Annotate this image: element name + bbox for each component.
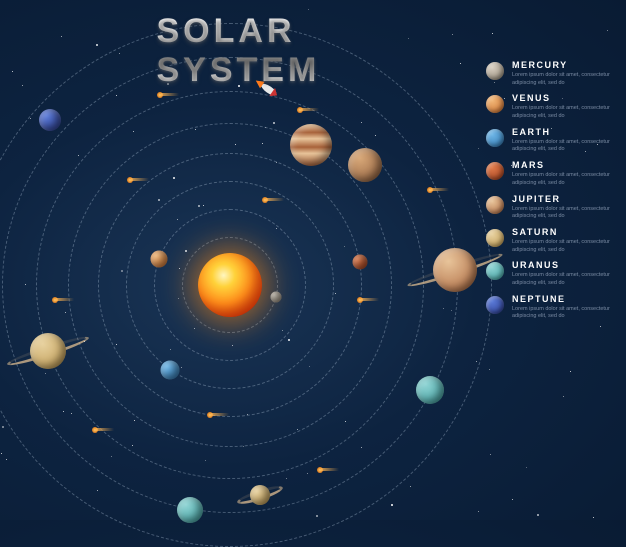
star: [563, 396, 564, 397]
planet-jupiter: [290, 124, 332, 166]
star: [489, 369, 490, 370]
body-extra-1: [433, 248, 477, 292]
star: [173, 177, 175, 179]
legend-desc: Lorem ipsum dolor sit amet, consectetur …: [512, 105, 614, 120]
star: [492, 33, 493, 34]
body-extra-3: [39, 109, 61, 131]
star: [309, 366, 310, 367]
star: [607, 30, 608, 31]
star: [276, 228, 277, 229]
legend-desc: Lorem ipsum dolor sit amet, consectetur …: [512, 272, 614, 287]
legend-name: MERCURY: [512, 60, 614, 70]
comet-9: [262, 197, 268, 203]
comet-5: [157, 92, 163, 98]
legend-swatch: [486, 296, 504, 314]
legend-swatch: [486, 129, 504, 147]
legend-item-earth: EARTH Lorem ipsum dolor sit amet, consect…: [486, 127, 614, 154]
body-extra-0: [348, 148, 382, 182]
star: [410, 486, 411, 487]
legend-desc: Lorem ipsum dolor sit amet, consectetur …: [512, 72, 614, 87]
legend-name: MARS: [512, 160, 614, 170]
star: [133, 131, 134, 132]
star: [526, 467, 527, 468]
legend-item-mercury: MERCURY Lorem ipsum dolor sit amet, conse…: [486, 60, 614, 87]
legend-item-mars: MARS Lorem ipsum dolor sit amet, consecte…: [486, 160, 614, 187]
body-extra-4: [250, 485, 270, 505]
legend-item-jupiter: JUPITER Lorem ipsum dolor sit amet, conse…: [486, 194, 614, 221]
page-title: SOLAR SYSTEM: [157, 12, 470, 90]
planet-mars: [352, 255, 367, 270]
legend-name: VENUS: [512, 93, 614, 103]
legend-desc: Lorem ipsum dolor sit amet, consectetur …: [512, 306, 614, 321]
legend-name: JUPITER: [512, 194, 614, 204]
star: [134, 420, 135, 421]
legend-desc: Lorem ipsum dolor sit amet, consectetur …: [512, 206, 614, 221]
legend-desc: Lorem ipsum dolor sit amet, consectetur …: [512, 239, 614, 254]
legend-swatch: [486, 229, 504, 247]
star: [198, 205, 200, 207]
comet-4: [357, 297, 363, 303]
planet-saturn: [30, 333, 66, 369]
star: [570, 371, 571, 372]
star: [288, 339, 290, 341]
star: [22, 85, 23, 86]
planet-legend: MERCURY Lorem ipsum dolor sit amet, conse…: [486, 60, 614, 321]
star: [490, 454, 491, 455]
planet-earth: [161, 361, 180, 380]
star: [478, 148, 479, 149]
planet-mercury: [271, 292, 282, 303]
star: [265, 127, 266, 128]
star: [71, 413, 72, 414]
legend-item-venus: VENUS Lorem ipsum dolor sit amet, consect…: [486, 93, 614, 120]
star: [243, 446, 244, 447]
star: [132, 445, 133, 446]
legend-name: URANUS: [512, 260, 614, 270]
legend-swatch: [486, 196, 504, 214]
star: [476, 361, 477, 362]
sun: [198, 253, 262, 317]
star: [600, 326, 601, 327]
star: [203, 205, 204, 206]
legend-swatch: [486, 262, 504, 280]
star: [593, 517, 594, 518]
legend-swatch: [486, 162, 504, 180]
legend-desc: Lorem ipsum dolor sit amet, consectetur …: [512, 139, 614, 154]
legend-name: NEPTUNE: [512, 294, 614, 304]
planet-uranus: [177, 497, 203, 523]
comet-2: [207, 412, 213, 418]
legend-item-saturn: SATURN Lorem ipsum dolor sit amet, consec…: [486, 227, 614, 254]
legend-item-uranus: URANUS Lorem ipsum dolor sit amet, consec…: [486, 260, 614, 287]
legend-swatch: [486, 62, 504, 80]
star: [235, 144, 236, 145]
star: [63, 411, 64, 412]
legend-swatch: [486, 95, 504, 113]
planet-venus: [150, 251, 167, 268]
comet-3: [92, 427, 98, 433]
star: [78, 155, 79, 156]
legend-item-neptune: NEPTUNE Lorem ipsum dolor sit amet, conse…: [486, 294, 614, 321]
star: [504, 98, 505, 99]
star: [361, 122, 362, 123]
star: [537, 514, 539, 516]
star: [345, 421, 346, 422]
star: [511, 165, 512, 166]
legend-name: EARTH: [512, 127, 614, 137]
star: [65, 312, 66, 313]
comet-8: [52, 297, 58, 303]
star: [512, 499, 513, 500]
legend-name: SATURN: [512, 227, 614, 237]
comet-0: [127, 177, 133, 183]
star: [195, 129, 196, 130]
comet-6: [427, 187, 433, 193]
comet-1: [297, 107, 303, 113]
comet-7: [317, 467, 323, 473]
body-extra-2: [416, 376, 444, 404]
legend-desc: Lorem ipsum dolor sit amet, consectetur …: [512, 172, 614, 187]
